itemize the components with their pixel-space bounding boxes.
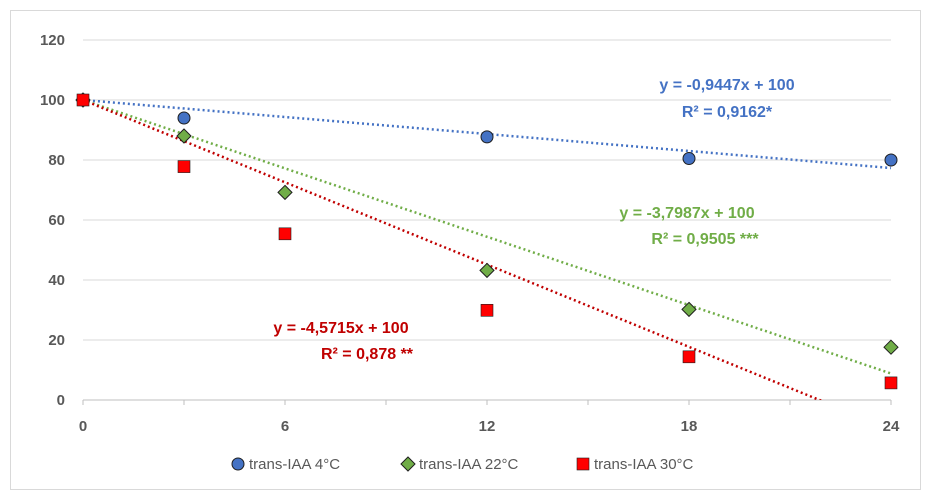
data-point-series-3 (177, 160, 191, 173)
data-point-series-2 (479, 262, 495, 279)
trendline-equation: y = -4,5715x + 100 (273, 320, 408, 337)
legend-label: trans-IAA 30°C (594, 456, 694, 473)
legend-marker (576, 457, 590, 471)
y-tick-label: 20 (48, 332, 65, 349)
x-tick-label: 12 (479, 418, 496, 435)
legend-label: trans-IAA 22°C (419, 456, 519, 473)
data-point-series-2 (277, 184, 293, 201)
data-point-series-1 (884, 153, 898, 167)
chart-frame (10, 10, 921, 490)
data-point-series-1 (177, 111, 191, 125)
y-tick-label: 80 (48, 152, 65, 169)
data-point-series-3 (480, 303, 494, 317)
data-point-series-2 (883, 339, 899, 355)
y-tick-label: 40 (48, 272, 65, 289)
data-point-series-3 (682, 350, 696, 364)
data-point-series-2 (176, 128, 192, 144)
data-point-series-1 (480, 130, 494, 144)
data-point-series-1 (682, 152, 696, 165)
trendline-r-squared: R² = 0,9505 *** (651, 231, 759, 248)
data-point-series-3 (884, 376, 898, 390)
legend-marker (400, 456, 416, 472)
trendline-r-squared: R² = 0,9162* (682, 104, 773, 121)
x-tick-label: 0 (79, 418, 87, 435)
y-tick-label: 0 (57, 392, 65, 409)
x-tick-label: 6 (281, 418, 289, 435)
trendline-r-squared: R² = 0,878 ** (321, 346, 414, 363)
trendline-equation: y = -0,9447x + 100 (659, 77, 794, 94)
trendline-equation: y = -3,7987x + 100 (619, 205, 754, 222)
y-tick-label: 120 (40, 32, 65, 49)
trendline-series-2 (82, 98, 892, 375)
data-point-series-2 (681, 301, 697, 318)
y-tick-label: 100 (40, 92, 65, 109)
data-point-series-3 (278, 227, 292, 241)
x-tick-label: 18 (681, 418, 698, 435)
data-point-series-3 (76, 93, 90, 107)
y-tick-label: 60 (48, 212, 65, 229)
legend-label: trans-IAA 4°C (249, 456, 340, 473)
x-tick-label: 24 (883, 418, 900, 435)
legend-marker (231, 457, 245, 471)
